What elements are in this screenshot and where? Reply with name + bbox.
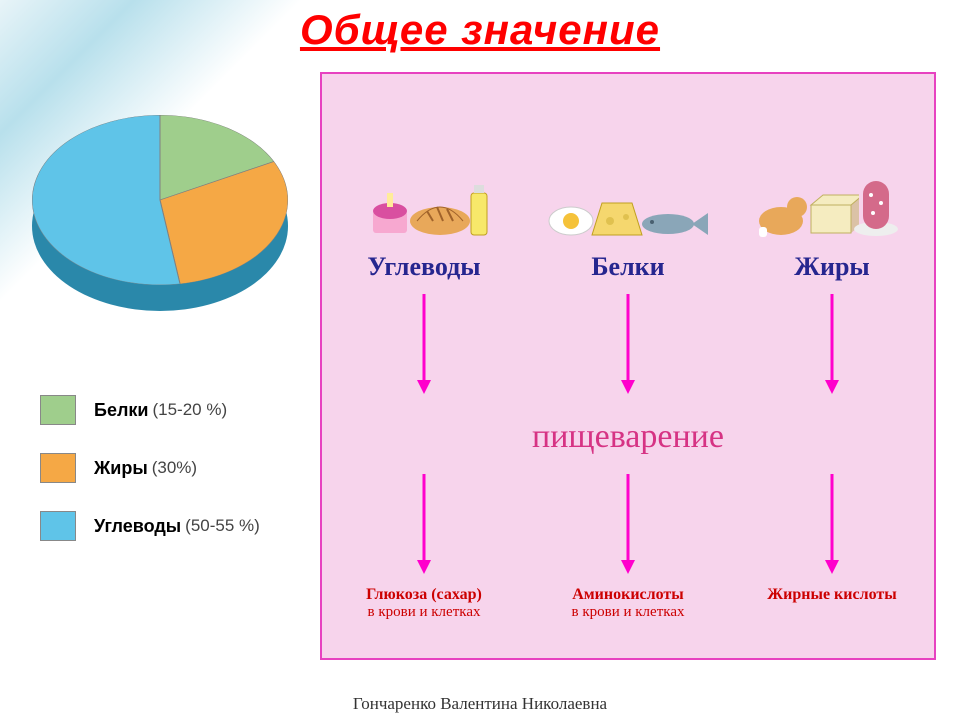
legend-label: Углеводы <box>94 516 181 537</box>
legend-percent: (30%) <box>152 458 197 478</box>
legend-row: Жиры(30%) <box>40 453 300 483</box>
arrows-bottom <box>322 474 934 584</box>
legend-swatch <box>40 395 76 425</box>
food-group <box>727 124 926 244</box>
pie-panel: Белки(15-20 %) Жиры(30%) Углеводы(50-55 %) <box>10 75 310 635</box>
result-item: Аминокислотыв крови и клетках <box>526 586 730 621</box>
legend-row: Углеводы(50-55 %) <box>40 511 300 541</box>
arrow-down-icon <box>322 474 526 584</box>
arrows-top <box>322 294 934 404</box>
arrow-down-icon <box>322 294 526 404</box>
juice-icon <box>465 179 493 244</box>
result-main: Аминокислоты <box>572 586 684 603</box>
category-label: Белки <box>526 252 730 282</box>
result-main: Глюкоза (сахар) <box>366 586 482 603</box>
fish-icon <box>638 209 710 244</box>
legend-label: Белки <box>94 400 148 421</box>
food-illustrations <box>322 74 934 244</box>
category-labels: УглеводыБелкиЖиры <box>322 252 934 282</box>
arrow-down-icon <box>526 294 730 404</box>
pie-chart <box>30 105 290 315</box>
result-sub: в крови и клетках <box>532 604 724 621</box>
arrow-down-icon <box>730 294 934 404</box>
arrow-down-icon <box>730 474 934 584</box>
result-main: Жирные кислоты <box>767 586 896 603</box>
legend-swatch <box>40 453 76 483</box>
digestion-panel: УглеводыБелкиЖиры пищеварение Глюкоза (с… <box>320 72 936 660</box>
category-label: Углеводы <box>322 252 526 282</box>
legend-label: Жиры <box>94 458 148 479</box>
slide-root: Общее значение Белки(15-20 %)Жиры(30%)Уг… <box>0 0 960 720</box>
digestion-results: Глюкоза (сахар)в крови и клеткахАминокис… <box>322 586 934 621</box>
result-sub: в крови и клетках <box>328 604 520 621</box>
legend-percent: (50-55 %) <box>185 516 260 536</box>
bread-icon <box>407 187 473 244</box>
pie-top <box>32 115 288 285</box>
page-title: Общее значение <box>0 6 960 54</box>
pie-legend: Белки(15-20 %) Жиры(30%) Углеводы(50-55 %) <box>40 395 300 569</box>
sausage-icon <box>851 173 901 244</box>
legend-swatch <box>40 511 76 541</box>
arrow-down-icon <box>526 474 730 584</box>
legend-percent: (15-20 %) <box>152 400 227 420</box>
food-group <box>330 124 529 244</box>
author-footer: Гончаренко Валентина Николаевна <box>0 694 960 714</box>
category-label: Жиры <box>730 252 934 282</box>
result-item: Глюкоза (сахар)в крови и клетках <box>322 586 526 621</box>
food-group <box>529 124 728 244</box>
result-item: Жирные кислоты <box>730 586 934 621</box>
digestion-label: пищеварение <box>322 418 934 456</box>
legend-row: Белки(15-20 %) <box>40 395 300 425</box>
